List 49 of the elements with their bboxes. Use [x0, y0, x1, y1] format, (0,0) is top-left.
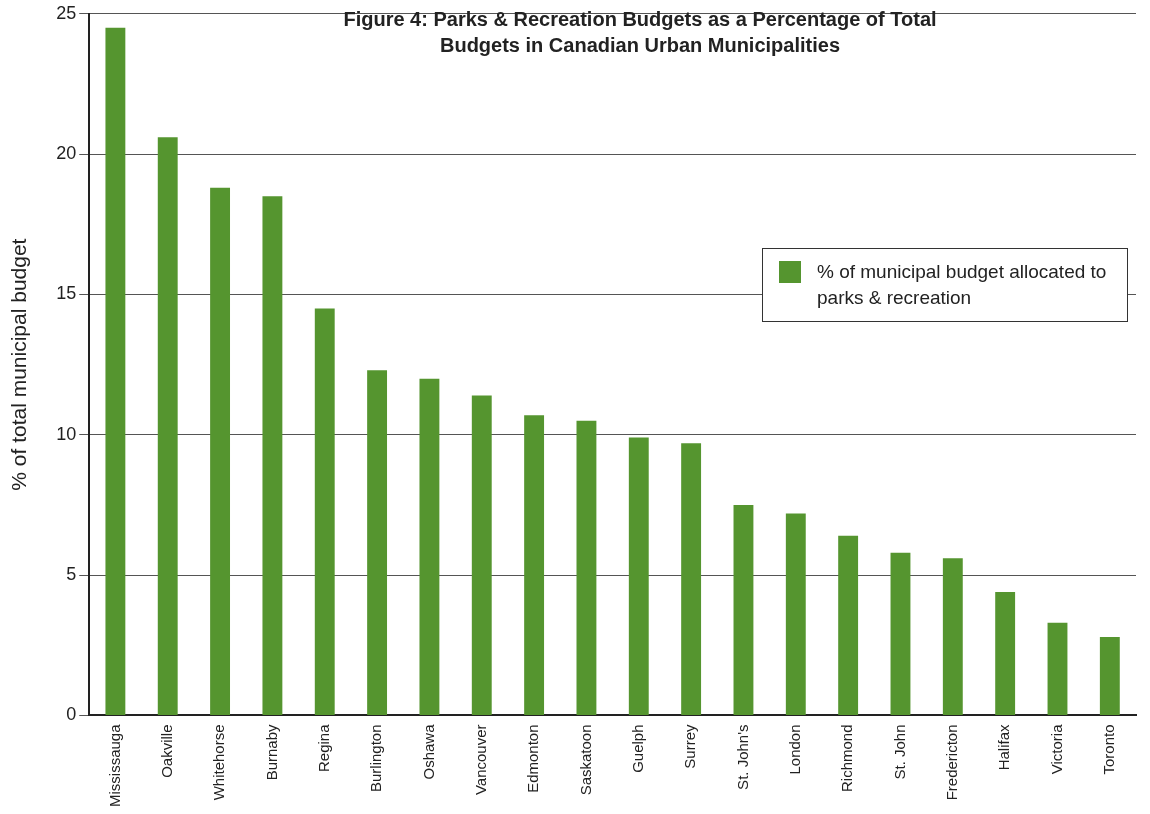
bar	[419, 378, 440, 715]
bar	[1047, 622, 1068, 715]
bar	[262, 196, 283, 715]
bar	[210, 187, 231, 715]
bar	[838, 535, 859, 715]
bar	[524, 415, 545, 715]
bar	[942, 558, 963, 715]
bar	[105, 27, 126, 715]
x-tick-label: Richmond	[838, 724, 856, 792]
y-tick-label: 20	[56, 143, 77, 164]
y-tick-label: 5	[66, 564, 77, 585]
y-tick-label: 15	[56, 283, 77, 304]
chart-title: Figure 4: Parks & Recreation Budgets as a Percentage of Total Budgets in Canadian Urban Municipalities	[342, 7, 938, 58]
bar	[785, 513, 806, 715]
bar	[681, 443, 702, 715]
x-tick-label: Burlington	[367, 724, 385, 793]
bar	[314, 308, 335, 715]
x-tick-label: Victoria	[1047, 723, 1065, 775]
bar	[157, 137, 178, 715]
x-tick-label: Saskatoon	[576, 724, 594, 796]
x-tick-label: Burnaby	[262, 723, 280, 781]
x-tick-label: Fredericton	[942, 724, 960, 801]
x-tick-label: London	[785, 724, 803, 775]
bar	[367, 370, 388, 715]
x-tick-label: Oshawa	[419, 723, 437, 780]
bar	[471, 395, 492, 715]
bar	[733, 504, 754, 715]
bar	[1099, 636, 1120, 715]
bar	[890, 552, 911, 715]
x-tick-label: Regina	[314, 723, 332, 773]
x-tick-label: Toronto	[1099, 724, 1117, 775]
x-tick-label: Edmonton	[524, 724, 542, 793]
x-tick-label: Halifax	[995, 723, 1013, 771]
bar	[995, 591, 1016, 715]
x-tick-label: Surrey	[681, 723, 699, 769]
x-tick-label: Whitehorse	[210, 724, 228, 801]
x-tick-label: St. John's	[733, 724, 751, 790]
x-tick-label: Mississauga	[105, 723, 123, 807]
y-tick-label: 25	[56, 2, 77, 23]
x-tick-label: St. John	[890, 724, 908, 780]
bar	[576, 420, 597, 715]
x-tick-label: Guelph	[628, 724, 646, 773]
x-tick-label: Vancouver	[471, 724, 489, 796]
bar	[628, 437, 649, 715]
y-tick-label: 10	[56, 423, 77, 444]
y-axis-title: % of total municipal budget	[7, 238, 31, 491]
y-tick-label: 0	[66, 704, 77, 725]
legend-label: % of municipal budget allocated to parks & recreation	[817, 260, 1108, 310]
x-tick-label: Oakville	[157, 724, 175, 778]
